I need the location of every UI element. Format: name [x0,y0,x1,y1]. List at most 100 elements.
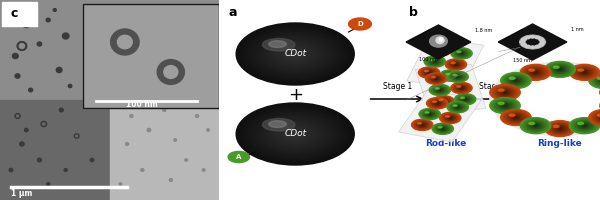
Circle shape [250,110,340,158]
Circle shape [431,76,442,81]
Circle shape [37,42,41,46]
Circle shape [447,116,454,120]
Circle shape [592,74,600,87]
Circle shape [440,99,448,103]
Circle shape [461,97,470,102]
Circle shape [447,71,468,82]
Ellipse shape [457,86,461,87]
Circle shape [436,88,445,92]
Ellipse shape [430,35,448,47]
Circle shape [427,71,431,74]
Circle shape [428,72,431,73]
Circle shape [252,111,338,157]
Circle shape [430,45,451,56]
Circle shape [528,68,543,76]
Text: Ring-like: Ring-like [538,139,583,148]
Circle shape [421,110,438,118]
Circle shape [447,74,453,77]
Ellipse shape [461,97,464,99]
Circle shape [434,47,447,54]
Circle shape [495,100,515,111]
Circle shape [428,58,441,65]
Circle shape [437,126,448,132]
Circle shape [254,32,337,76]
Circle shape [508,77,524,85]
Circle shape [433,86,447,94]
Circle shape [418,123,426,127]
Circle shape [426,112,434,116]
Circle shape [286,49,305,59]
Circle shape [556,126,565,131]
Ellipse shape [578,69,584,71]
Circle shape [505,112,527,123]
Circle shape [16,115,19,117]
Circle shape [452,104,464,110]
Circle shape [553,125,566,132]
Circle shape [432,100,443,106]
Circle shape [511,115,521,120]
Circle shape [286,129,305,139]
Circle shape [499,102,512,109]
Circle shape [74,134,79,138]
Circle shape [260,115,331,153]
Circle shape [549,64,571,75]
Circle shape [442,128,443,129]
Circle shape [430,99,445,107]
Ellipse shape [433,101,437,102]
Circle shape [594,75,600,86]
Circle shape [461,53,462,54]
Circle shape [452,49,470,58]
Circle shape [110,29,139,55]
Ellipse shape [269,41,286,47]
Text: CDot: CDot [284,49,306,58]
Circle shape [594,112,600,123]
Circle shape [455,75,461,78]
Circle shape [428,58,442,65]
Circle shape [439,50,442,51]
Ellipse shape [526,38,540,46]
Circle shape [457,95,473,104]
Circle shape [433,101,441,105]
Circle shape [452,83,472,93]
Circle shape [76,135,77,137]
Circle shape [434,87,445,93]
Ellipse shape [439,99,443,101]
Circle shape [590,110,600,125]
Circle shape [599,115,600,120]
Circle shape [571,119,598,133]
Circle shape [591,74,600,87]
Circle shape [426,71,432,74]
Circle shape [9,168,13,172]
Circle shape [500,73,531,89]
Circle shape [427,113,432,115]
Circle shape [25,128,28,132]
Circle shape [575,121,594,131]
Circle shape [430,85,450,95]
Circle shape [163,109,166,111]
Circle shape [448,60,463,68]
Circle shape [415,121,429,128]
Circle shape [443,101,445,102]
Circle shape [593,112,600,123]
Circle shape [420,68,438,77]
Circle shape [440,113,460,123]
Circle shape [412,120,432,130]
Circle shape [491,85,519,100]
Circle shape [429,75,443,82]
Circle shape [578,122,591,129]
Circle shape [433,96,454,107]
Circle shape [579,123,590,129]
Ellipse shape [530,36,535,38]
Circle shape [459,52,464,55]
Circle shape [520,118,551,134]
Circle shape [579,69,590,75]
Circle shape [454,63,458,66]
Circle shape [524,67,547,78]
Circle shape [289,51,301,57]
Circle shape [435,125,451,133]
Circle shape [446,116,455,120]
Circle shape [451,73,464,80]
Circle shape [449,117,452,119]
Ellipse shape [425,112,429,113]
Circle shape [185,159,187,161]
